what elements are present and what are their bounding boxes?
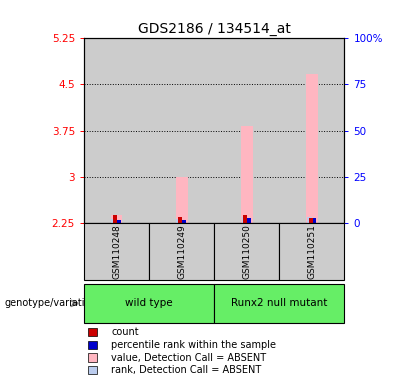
Bar <box>214 38 279 223</box>
Bar <box>111 219 116 223</box>
Bar <box>244 215 247 223</box>
Bar <box>84 38 149 223</box>
Text: genotype/variation: genotype/variation <box>4 298 97 308</box>
Bar <box>279 38 344 223</box>
Title: GDS2186 / 134514_at: GDS2186 / 134514_at <box>138 22 291 36</box>
Bar <box>309 218 312 223</box>
Bar <box>307 217 312 223</box>
Bar <box>149 38 214 223</box>
Bar <box>113 215 117 223</box>
Bar <box>178 217 182 223</box>
Text: percentile rank within the sample: percentile rank within the sample <box>111 340 276 350</box>
Bar <box>306 74 318 223</box>
Text: Runx2 null mutant: Runx2 null mutant <box>231 298 328 308</box>
Text: count: count <box>111 327 139 337</box>
Text: GSM110249: GSM110249 <box>177 224 186 279</box>
Bar <box>241 217 247 223</box>
Text: rank, Detection Call = ABSENT: rank, Detection Call = ABSENT <box>111 365 262 375</box>
Bar <box>312 218 316 223</box>
Bar <box>182 220 186 223</box>
Bar <box>111 215 122 223</box>
Bar <box>117 220 121 223</box>
Text: GSM110248: GSM110248 <box>112 224 121 279</box>
Bar <box>176 219 181 223</box>
Bar <box>241 126 252 223</box>
Text: GSM110250: GSM110250 <box>242 224 251 279</box>
Bar <box>176 177 187 223</box>
Text: GSM110251: GSM110251 <box>307 224 316 279</box>
Text: wild type: wild type <box>125 298 173 308</box>
Text: value, Detection Call = ABSENT: value, Detection Call = ABSENT <box>111 353 266 362</box>
Bar <box>247 218 251 223</box>
